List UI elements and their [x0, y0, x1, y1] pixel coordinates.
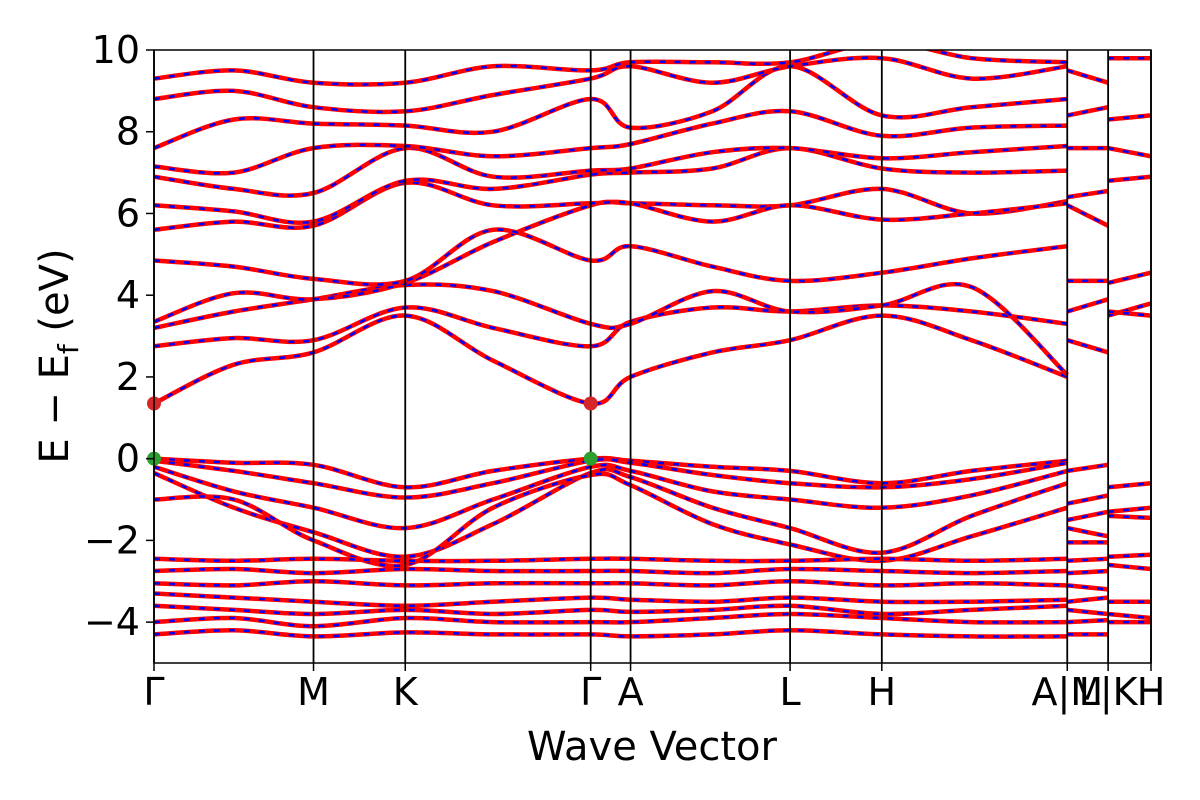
x-ticks-layer: Γ M K Γ A L H A|ML|K H	[143, 663, 1165, 715]
band-line-dash	[1067, 526, 1109, 538]
y-tick-label: −2	[84, 518, 140, 562]
band-line-dash	[1067, 463, 1109, 473]
y-axis-label-tail: (eV)	[32, 248, 78, 344]
band-line-dash	[154, 304, 1068, 348]
plot-frame	[153, 49, 1152, 664]
y-axis-label: E − Ef (eV)	[32, 248, 85, 463]
band-line-dash	[154, 187, 1068, 323]
x-tick-label: K	[393, 670, 419, 714]
x-tick-label: L	[780, 670, 801, 714]
band-line	[154, 64, 1068, 151]
band-line	[154, 143, 1068, 198]
band-line-dash	[1067, 494, 1109, 505]
band-line-dash	[1107, 563, 1151, 571]
x-tick-label: H	[1137, 670, 1166, 714]
band-line-dash	[154, 282, 1069, 376]
band-line-dash	[154, 463, 1068, 530]
y-tick-label: 2	[116, 355, 140, 399]
band-line-dash	[154, 468, 1068, 558]
band-line-dash	[1067, 510, 1109, 522]
band-line-dash	[1107, 612, 1151, 620]
vbm-marker	[583, 451, 598, 466]
band-line-dash	[1108, 553, 1151, 558]
x-axis-label: Wave Vector	[527, 724, 778, 770]
band-line-dash	[1107, 302, 1151, 317]
band-line-dash	[1108, 514, 1151, 520]
x-tick-label: Γ	[143, 670, 164, 714]
y-tick-label: 0	[116, 437, 140, 481]
band-line-dash	[154, 457, 1068, 499]
y-tick-label: 10	[92, 28, 140, 72]
band-line-dash	[1067, 105, 1109, 117]
band-line-dash	[154, 314, 1068, 405]
band-line-dash	[154, 56, 1068, 114]
y-axis-label-main: E − E	[32, 354, 78, 464]
band-line-dash	[1066, 69, 1109, 84]
band-line-dash	[1067, 557, 1109, 563]
band-line-dash	[1107, 146, 1151, 158]
band-line-dash	[1066, 339, 1109, 354]
y-tick-label: 4	[116, 273, 140, 317]
y-axis-label-sub: f	[52, 343, 85, 354]
band-line-dash	[1107, 506, 1151, 514]
y-tick-label: 6	[116, 191, 140, 235]
band-line-dash	[1067, 569, 1109, 575]
band-line-dash	[154, 146, 1068, 225]
band-line-dash	[1107, 310, 1151, 317]
band-line-dash	[1067, 596, 1109, 603]
x-tick-label: A|M	[1031, 670, 1103, 715]
band-line-dash	[1067, 618, 1109, 624]
x-tick-label: L|K	[1079, 670, 1139, 715]
x-tick-label: A	[618, 670, 644, 714]
band-line-dash	[154, 50, 1068, 86]
x-tick-label: M	[297, 670, 330, 714]
y-ticks-layer: −4 −2 0 2 4 6 8 10	[84, 28, 154, 644]
y-tick-label: −4	[84, 600, 140, 644]
band-line	[1108, 552, 1151, 559]
band-line	[154, 180, 1068, 233]
band-line-dash	[1066, 204, 1109, 227]
band-line-dash	[1107, 114, 1151, 121]
band-line-dash	[1067, 584, 1109, 591]
markers-layer	[147, 396, 598, 466]
band-line	[1108, 513, 1151, 521]
band-line-dash	[1107, 175, 1151, 183]
y-tick-label: 8	[116, 110, 140, 154]
band-line-dash	[1107, 271, 1151, 285]
band-line-dash	[1067, 189, 1109, 199]
band-line-dash	[154, 109, 1068, 175]
cbm-marker	[583, 396, 598, 411]
x-tick-label: Γ	[580, 670, 601, 714]
x-tick-label: H	[868, 670, 897, 714]
band-line-dash	[1066, 298, 1109, 313]
band-line-dash	[1067, 608, 1109, 616]
band-line-dash	[1107, 481, 1151, 489]
